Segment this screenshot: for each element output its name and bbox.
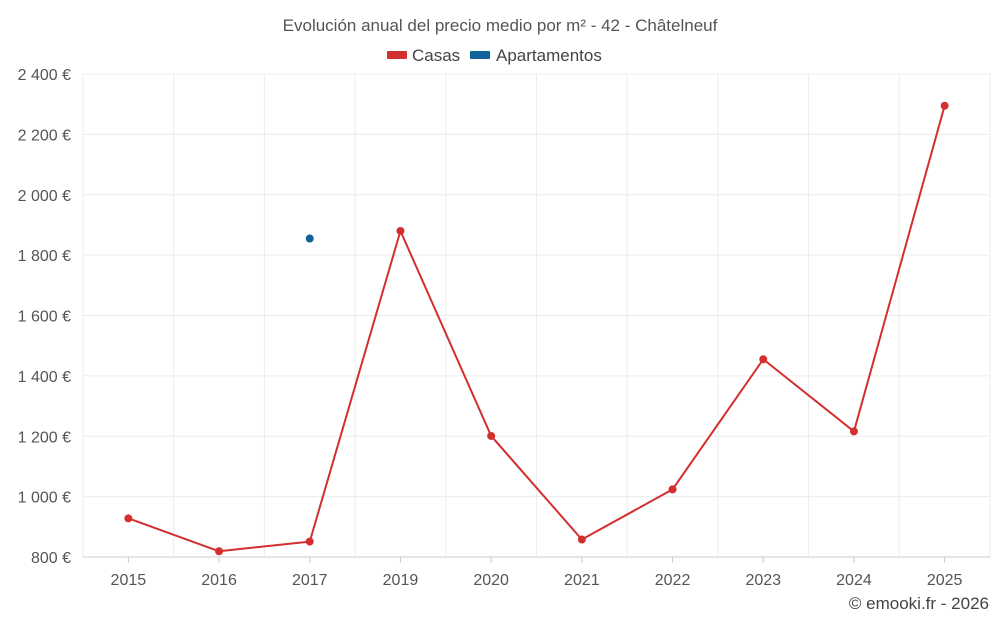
x-tick-label: 2017	[292, 572, 328, 589]
x-tick-label: 2021	[564, 572, 600, 589]
x-axis: 2015 2016 2017 2019 2020 2021 2022 2023 2024 2025	[83, 556, 990, 589]
legend-item-apartamentos[interactable]: Apartamentos	[470, 46, 602, 65]
data-point-casas[interactable]	[215, 547, 224, 556]
x-tick-label: 2022	[655, 572, 691, 589]
y-tick-label: 1 400 €	[18, 369, 71, 386]
x-tick-label: 2020	[473, 572, 509, 589]
y-tick-label: 800 €	[31, 550, 71, 567]
y-tick-label: 1 600 €	[18, 309, 71, 326]
x-tick-label: 2024	[836, 572, 872, 589]
x-tick-label: 2019	[383, 572, 419, 589]
y-tick-label: 2 000 €	[18, 188, 71, 205]
data-point-casas[interactable]	[759, 355, 768, 364]
data-point-casas[interactable]	[577, 535, 586, 544]
data-point-apartamentos[interactable]	[305, 234, 314, 243]
legend-label-casas: Casas	[412, 46, 460, 65]
chart-title: Evolución anual del precio medio por m² …	[283, 16, 718, 35]
x-tick-label: 2015	[111, 572, 147, 589]
grid	[82, 73, 991, 557]
data-point-casas[interactable]	[396, 226, 405, 235]
x-tick-label: 2025	[927, 572, 963, 589]
credit-text: © emooki.fr - 2026	[849, 594, 989, 613]
series-line-casas	[128, 105, 946, 553]
legend-label-apartamentos: Apartamentos	[496, 46, 602, 65]
y-tick-label: 1 000 €	[18, 490, 71, 507]
data-point-casas[interactable]	[124, 514, 133, 523]
data-point-casas[interactable]	[305, 537, 314, 546]
x-tick-label: 2023	[745, 572, 781, 589]
legend-swatch-casas	[387, 51, 407, 59]
data-point-casas[interactable]	[668, 485, 677, 494]
y-tick-label: 1 800 €	[18, 248, 71, 265]
y-tick-label: 2 400 €	[18, 67, 71, 84]
y-axis: 800 € 1 000 € 1 200 € 1 400 € 1 600 € 1 800 €…	[18, 67, 71, 567]
legend-swatch-apartamentos	[470, 51, 490, 59]
y-tick-label: 1 200 €	[18, 429, 71, 446]
x-tick-label: 2016	[201, 572, 237, 589]
series-layer	[124, 101, 949, 556]
data-point-casas[interactable]	[940, 101, 949, 110]
data-point-casas[interactable]	[849, 427, 858, 436]
legend: Casas Apartamentos	[387, 46, 602, 65]
y-tick-label: 2 200 €	[18, 127, 71, 144]
data-point-casas[interactable]	[487, 431, 496, 440]
legend-item-casas[interactable]: Casas	[387, 46, 460, 65]
